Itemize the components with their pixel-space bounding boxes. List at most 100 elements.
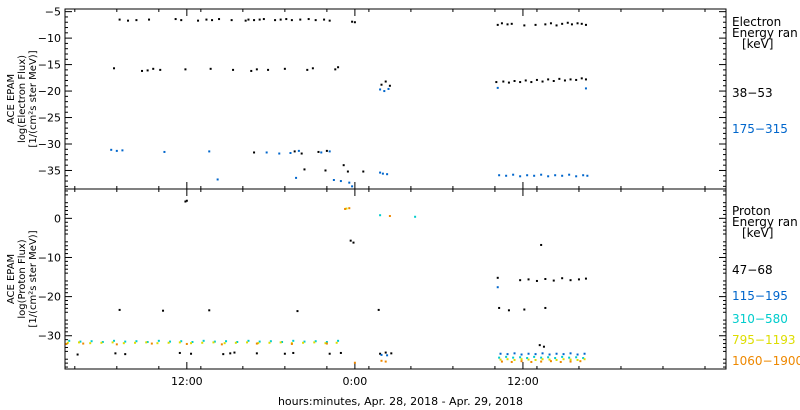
- data-point: [268, 341, 271, 344]
- data-point: [302, 341, 305, 344]
- legend-entry: 1060−1900: [732, 354, 800, 368]
- data-point: [156, 342, 159, 345]
- data-point: [561, 22, 564, 25]
- data-point: [502, 80, 505, 83]
- data-point: [290, 342, 293, 345]
- data-point: [569, 78, 572, 81]
- data-point: [314, 340, 317, 343]
- data-point: [345, 207, 348, 210]
- data-point: [225, 340, 228, 343]
- data-point: [519, 175, 522, 178]
- data-point: [582, 174, 585, 177]
- data-point: [300, 152, 303, 155]
- data-point: [247, 339, 250, 342]
- data-point: [559, 360, 562, 363]
- data-point: [127, 19, 130, 22]
- data-point: [274, 19, 277, 22]
- data-point: [205, 18, 208, 21]
- data-point: [152, 67, 155, 70]
- data-point: [535, 279, 538, 282]
- data-point: [549, 360, 552, 363]
- data-point: [211, 19, 214, 22]
- legend-title: Proton: [732, 204, 771, 218]
- data-point: [334, 68, 337, 71]
- data-point: [547, 356, 550, 359]
- data-point: [544, 278, 547, 280]
- data-point: [253, 19, 256, 22]
- data-point: [289, 152, 292, 154]
- data-point: [178, 351, 181, 354]
- data-point: [520, 358, 523, 361]
- y-axis-label: [1/(cm²s ster MeV)]: [28, 50, 39, 147]
- data-point: [317, 150, 320, 153]
- data-point: [353, 361, 356, 364]
- data-point: [548, 353, 551, 356]
- plot-frame: [64, 188, 727, 370]
- y-axis-label: [1/(cm²s ster MeV)]: [28, 230, 39, 327]
- data-point: [265, 151, 268, 154]
- x-tick-label: 12:00: [507, 375, 539, 388]
- data-point: [299, 18, 302, 21]
- data-point: [586, 174, 589, 177]
- data-point: [191, 341, 194, 343]
- data-point: [498, 306, 501, 309]
- data-point: [121, 149, 124, 152]
- data-point: [566, 21, 569, 24]
- data-point: [202, 339, 205, 342]
- data-point: [575, 78, 578, 81]
- data-point: [379, 171, 382, 174]
- y-axis-label: log(Electron Flux): [17, 55, 28, 143]
- data-point: [114, 352, 117, 355]
- data-point: [569, 360, 572, 363]
- data-point: [279, 341, 282, 344]
- data-point: [541, 80, 544, 83]
- data-point: [297, 149, 300, 152]
- data-point: [279, 18, 282, 21]
- y-tick-label: −35: [38, 164, 61, 177]
- y-tick-label: −25: [38, 112, 61, 125]
- data-point: [185, 199, 188, 202]
- data-point: [90, 340, 93, 343]
- data-point: [562, 353, 565, 356]
- y-axis-label: ACE EPAM: [6, 74, 17, 124]
- data-point: [325, 341, 328, 343]
- data-point: [505, 355, 508, 358]
- data-point: [527, 278, 530, 281]
- data-point: [530, 81, 533, 84]
- data-point: [386, 173, 389, 176]
- data-point: [513, 80, 516, 82]
- data-point: [510, 22, 513, 25]
- data-point: [110, 148, 113, 151]
- data-point: [513, 359, 516, 361]
- data-point: [124, 340, 127, 343]
- data-point: [190, 342, 193, 345]
- data-point: [311, 67, 314, 70]
- data-point: [540, 243, 543, 246]
- data-point: [180, 340, 183, 343]
- data-point: [519, 356, 522, 359]
- data-point: [222, 353, 225, 356]
- data-point: [325, 342, 328, 345]
- data-point: [519, 81, 522, 84]
- data-point: [292, 339, 295, 342]
- data-point: [184, 68, 187, 71]
- data-point: [584, 23, 587, 26]
- data-point: [510, 360, 513, 363]
- data-point: [582, 357, 585, 360]
- legend-entry: 795−1193: [732, 333, 796, 347]
- y-tick-label: −20: [38, 85, 61, 98]
- data-point: [257, 342, 260, 345]
- data-point: [255, 68, 258, 71]
- data-point: [68, 339, 71, 342]
- data-point: [342, 164, 345, 167]
- data-point: [323, 18, 326, 21]
- data-point: [575, 175, 578, 178]
- data-point: [527, 358, 530, 361]
- data-point: [542, 345, 545, 348]
- data-point: [230, 19, 233, 22]
- data-point: [135, 19, 138, 22]
- data-point: [512, 356, 515, 359]
- data-point: [348, 181, 351, 184]
- data-point: [113, 339, 116, 342]
- data-point: [513, 352, 516, 355]
